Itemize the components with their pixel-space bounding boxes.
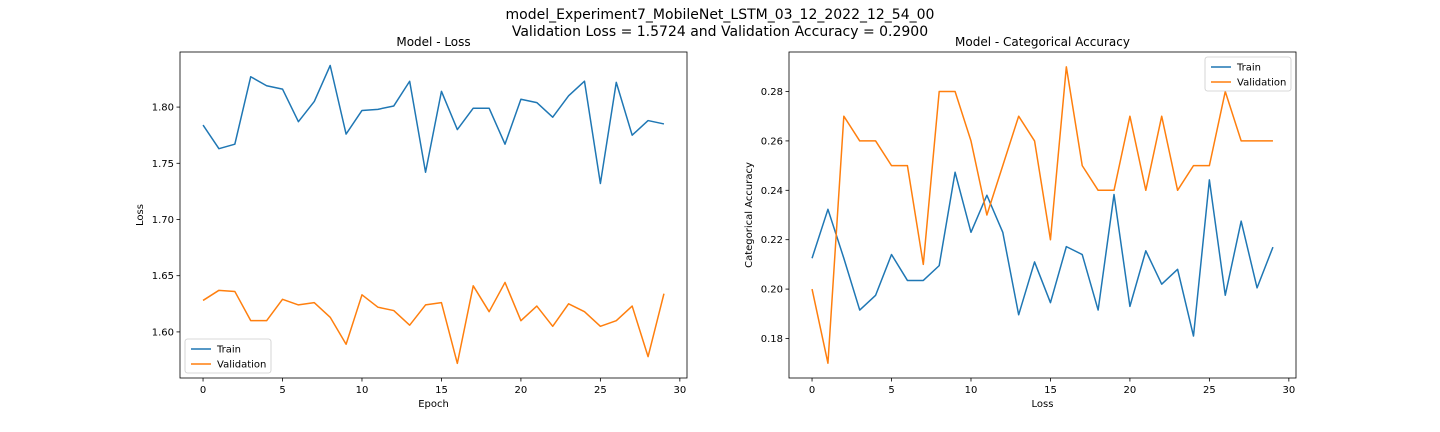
x-tick-label: 5 (888, 385, 894, 396)
y-tick-label: 0.28 (761, 87, 783, 98)
x-tick-label: 15 (1044, 385, 1057, 396)
y-tick-label: 1.80 (152, 103, 174, 114)
legend-label-validation: Validation (1237, 78, 1286, 89)
series-line-train (811, 171, 1274, 337)
legend: Train Validation (1204, 56, 1292, 92)
x-tick-label: 15 (435, 385, 448, 396)
series-line-train (202, 64, 665, 185)
chart-1: 0 5 10 15 20 25 30 1.60 1.65 1.70 1.75 1.80 Model - … (135, 35, 688, 410)
x-axis-label: Epoch (418, 399, 449, 410)
legend-label-validation: Validation (217, 360, 266, 371)
chart-2: 0 5 10 15 20 25 30 0.18 0.20 0.22 0.24 0.26 0.28 Mode… (744, 35, 1297, 410)
x-tick-label: 10 (356, 385, 369, 396)
legend-label-train: Train (1236, 63, 1261, 74)
y-tick-label: 0.22 (761, 235, 783, 246)
y-axis-label: Loss (135, 204, 146, 226)
x-tick-label: 0 (200, 385, 206, 396)
x-tick-label: 10 (965, 385, 978, 396)
chart-title: Model - Loss (396, 35, 470, 49)
plot-frame (788, 51, 1297, 379)
legend-label-train: Train (216, 345, 241, 356)
x-tick-label: 25 (594, 385, 607, 396)
x-tick-label: 25 (1203, 385, 1216, 396)
x-tick-label: 30 (1282, 385, 1295, 396)
y-tick-label: 0.20 (761, 285, 783, 296)
x-tick-label: 5 (279, 385, 285, 396)
x-tick-label: 30 (673, 385, 686, 396)
figure-title-line-1: model_Experiment7_MobileNet_LSTM_03_12_2… (505, 7, 935, 23)
x-tick-label: 20 (1124, 385, 1137, 396)
plot-frame (179, 51, 688, 379)
chart-title: Model - Categorical Accuracy (955, 35, 1130, 49)
y-tick-label: 1.70 (152, 215, 174, 226)
figure-title-line-2: Validation Loss = 1.5724 and Validation … (511, 24, 929, 40)
y-axis-label: Categorical Accuracy (744, 162, 755, 268)
legend: Train Validation (184, 338, 272, 374)
y-tick-label: 0.26 (761, 136, 783, 147)
x-tick-label: 0 (809, 385, 815, 396)
x-axis-label: Loss (1032, 399, 1054, 410)
x-tick-label: 20 (515, 385, 528, 396)
y-tick-label: 1.60 (152, 327, 174, 338)
y-tick-label: 0.24 (761, 186, 783, 197)
y-tick-label: 1.65 (152, 271, 174, 282)
y-tick-label: 1.75 (152, 159, 174, 170)
series-line-validation (202, 281, 665, 365)
y-tick-label: 0.18 (761, 334, 783, 345)
series-line-validation (811, 66, 1273, 364)
